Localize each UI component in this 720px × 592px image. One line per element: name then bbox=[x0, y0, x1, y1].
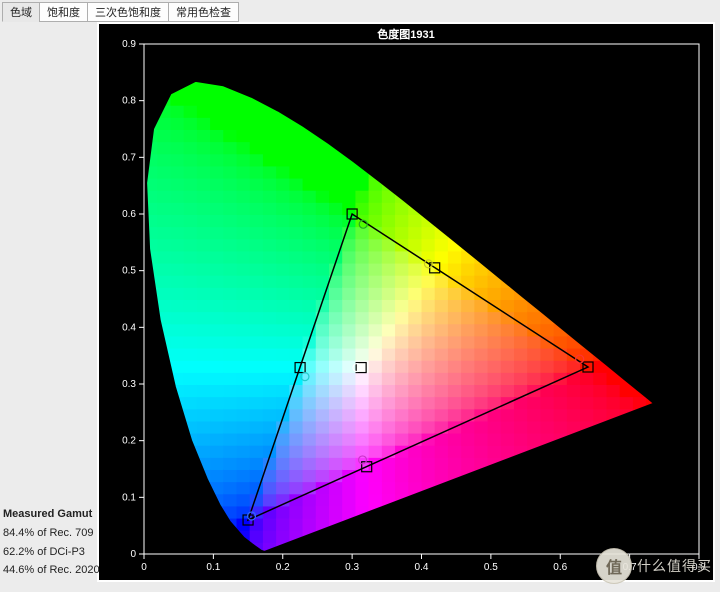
svg-text:0.2: 0.2 bbox=[276, 562, 290, 573]
svg-text:0.3: 0.3 bbox=[345, 562, 359, 573]
svg-text:0.5: 0.5 bbox=[484, 562, 498, 573]
svg-text:0.7: 0.7 bbox=[122, 152, 136, 163]
tab-color-check[interactable]: 常用色检查 bbox=[168, 2, 239, 22]
watermark: 值 什么值得买 bbox=[596, 548, 712, 584]
tab-saturation[interactable]: 饱和度 bbox=[39, 2, 88, 22]
svg-text:0.8: 0.8 bbox=[122, 96, 136, 107]
svg-text:0.5: 0.5 bbox=[122, 266, 136, 277]
plot-canvas: 0 0.1 0.2 0.3 0.4 0.5 0.6 0.7 0.8 0 0.1 0.2 0.3 0.4 0.… bbox=[99, 24, 713, 580]
svg-text:0.4: 0.4 bbox=[122, 322, 136, 333]
svg-text:0.3: 0.3 bbox=[122, 379, 136, 390]
info-line-dcip3: 62.2% of DCi-P3 bbox=[3, 543, 100, 562]
svg-text:0.9: 0.9 bbox=[122, 39, 136, 50]
svg-text:0.4: 0.4 bbox=[415, 562, 429, 573]
tab-gamut[interactable]: 色域 bbox=[2, 2, 40, 22]
tab-tertiary-saturation[interactable]: 三次色饱和度 bbox=[87, 2, 169, 22]
tabbar: 色域 饱和度 三次色饱和度 常用色检查 bbox=[2, 2, 238, 22]
svg-text:0: 0 bbox=[141, 562, 147, 573]
watermark-text: 什么值得买 bbox=[637, 556, 712, 576]
info-line-rec2020: 44.6% of Rec. 2020 bbox=[3, 561, 100, 580]
svg-text:0.1: 0.1 bbox=[206, 562, 220, 573]
svg-text:0.1: 0.1 bbox=[122, 492, 136, 503]
info-line-rec709: 84.4% of Rec. 709 bbox=[3, 524, 100, 543]
watermark-coin-icon: 值 bbox=[596, 548, 632, 584]
info-header: Measured Gamut bbox=[3, 505, 100, 524]
svg-text:0.6: 0.6 bbox=[122, 209, 136, 220]
measured-gamut-info: Measured Gamut 84.4% of Rec. 709 62.2% o… bbox=[3, 505, 100, 580]
svg-text:0.6: 0.6 bbox=[553, 562, 567, 573]
chromaticity-plot: 色度图1931 00.10.20.30.40.50.60.70.800.10.2… bbox=[97, 22, 715, 582]
svg-text:0.2: 0.2 bbox=[122, 436, 136, 447]
svg-text:0: 0 bbox=[130, 549, 136, 560]
